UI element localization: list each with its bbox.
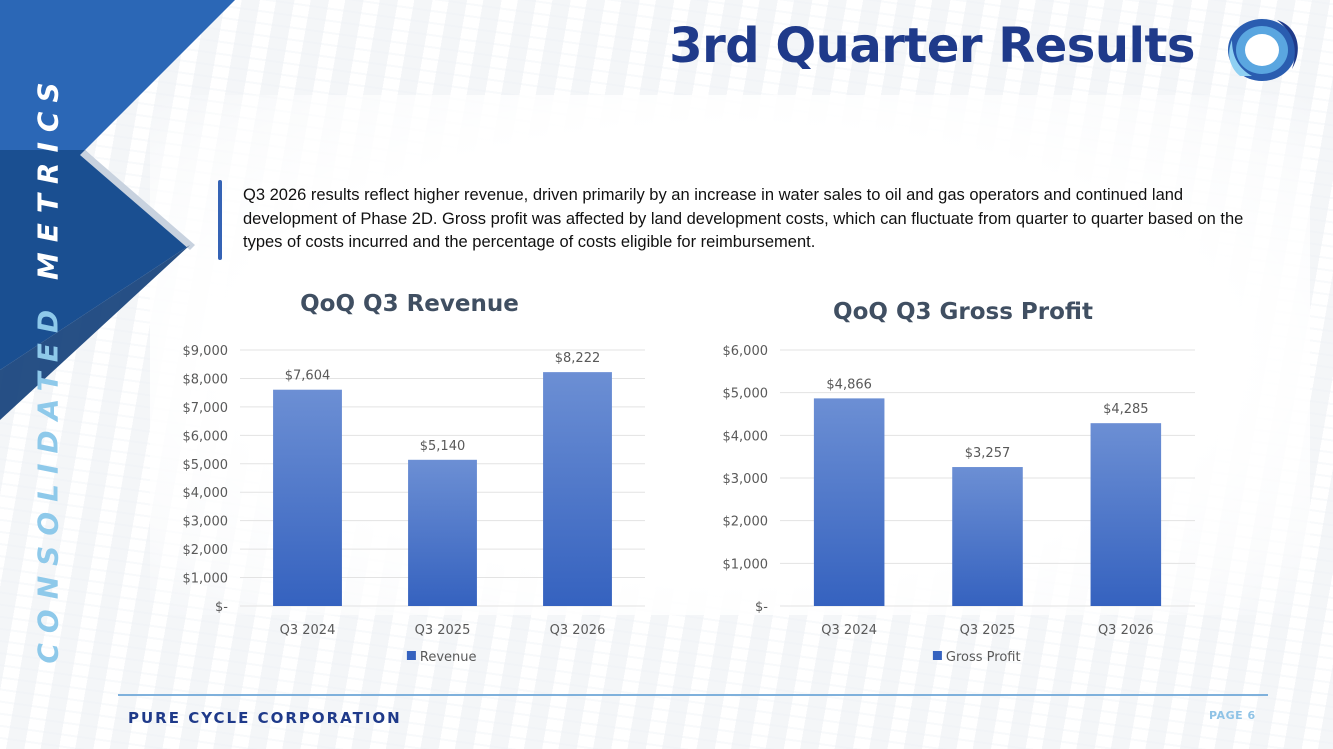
- x-tick-label: Q3 2025: [415, 623, 471, 638]
- y-tick-label: $5,000: [183, 458, 229, 473]
- bar: [273, 389, 342, 606]
- chart-title: QoQ Q3 Revenue: [300, 291, 519, 317]
- bar: [813, 398, 885, 606]
- y-tick-label: $5,000: [723, 387, 769, 402]
- y-tick-label: $3,000: [723, 472, 769, 487]
- data-label: $4,866: [826, 377, 872, 392]
- company-logo: [1228, 19, 1298, 81]
- bar: [1090, 423, 1162, 606]
- x-tick-label: Q3 2025: [960, 623, 1016, 638]
- y-tick-label: $6,000: [183, 429, 229, 444]
- x-tick-label: Q3 2026: [550, 623, 606, 638]
- y-tick-label: $7,000: [183, 401, 229, 416]
- y-tick-label: $4,000: [183, 486, 229, 501]
- data-label: $8,222: [555, 351, 601, 366]
- chart-title: QoQ Q3 Gross Profit: [833, 299, 1093, 325]
- legend-label: Gross Profit: [946, 650, 1021, 665]
- x-tick-label: Q3 2026: [1098, 623, 1154, 638]
- y-tick-label: $9,000: [183, 344, 229, 359]
- x-tick-label: Q3 2024: [280, 623, 336, 638]
- summary-text: Q3 2026 results reflect higher revenue, …: [243, 186, 1244, 251]
- legend-swatch: [406, 651, 416, 660]
- y-tick-label: $-: [215, 600, 228, 615]
- revenue-chart: QoQ Q3 Revenue $- $1,000 $2,000 $3,000 $4,00…: [160, 285, 660, 680]
- y-tick-label: $6,000: [723, 344, 769, 359]
- summary-accent-bar: [218, 180, 222, 260]
- data-label: $5,140: [420, 439, 466, 454]
- y-tick-label: $4,000: [723, 429, 769, 444]
- data-label: $3,257: [965, 446, 1011, 461]
- legend-swatch: [932, 651, 942, 660]
- data-label: $4,285: [1103, 402, 1149, 417]
- y-tick-label: $1,000: [723, 557, 769, 572]
- company-name: PURE CYCLE CORPORATION: [128, 709, 402, 727]
- corner-decoration: [0, 0, 235, 420]
- slide-title: 3rd Quarter Results: [669, 18, 1195, 74]
- page-number: PAGE 6: [1209, 709, 1256, 722]
- y-tick-label: $1,000: [183, 572, 229, 587]
- revenue-chart-svg: $- $1,000 $2,000 $3,000 $4,000 $5,000 $6,000 $7…: [183, 344, 645, 665]
- y-tick-label: $2,000: [723, 515, 769, 530]
- data-label: $7,604: [285, 369, 331, 384]
- footer-divider: [118, 694, 1268, 696]
- x-tick-label: Q3 2024: [821, 623, 877, 638]
- y-tick-label: $2,000: [183, 543, 229, 558]
- y-tick-label: $8,000: [183, 372, 229, 387]
- bar: [952, 467, 1023, 606]
- legend-label: Revenue: [420, 650, 477, 665]
- bar: [543, 372, 612, 606]
- y-tick-label: $3,000: [183, 515, 229, 530]
- gross-profit-chart-svg: $- $1,000 $2,000 $3,000 $4,000 $5,000 $6,000 $4…: [723, 344, 1195, 665]
- y-tick-label: $-: [755, 600, 768, 615]
- bar: [408, 459, 477, 606]
- section-vertical-label: CONSOLIDATED METRICS: [31, 72, 65, 664]
- gross-profit-chart: QoQ Q3 Gross Profit $- $1,000 $2,000 $3,000…: [715, 285, 1215, 680]
